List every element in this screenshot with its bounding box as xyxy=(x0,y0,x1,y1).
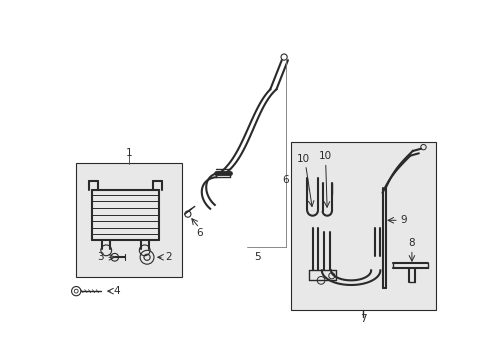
Text: 4: 4 xyxy=(114,286,120,296)
Text: 10: 10 xyxy=(319,152,331,161)
Text: 10: 10 xyxy=(296,154,309,164)
Bar xyxy=(290,142,435,310)
Text: 9: 9 xyxy=(399,215,406,225)
Text: 8: 8 xyxy=(408,238,414,248)
Text: 3: 3 xyxy=(97,252,104,262)
Text: 6: 6 xyxy=(196,228,203,238)
Bar xyxy=(76,163,182,276)
Text: 2: 2 xyxy=(165,252,172,262)
Text: 7: 7 xyxy=(359,314,366,324)
Text: 1: 1 xyxy=(126,148,132,158)
Text: 6: 6 xyxy=(282,175,288,185)
Text: 5: 5 xyxy=(253,252,260,262)
